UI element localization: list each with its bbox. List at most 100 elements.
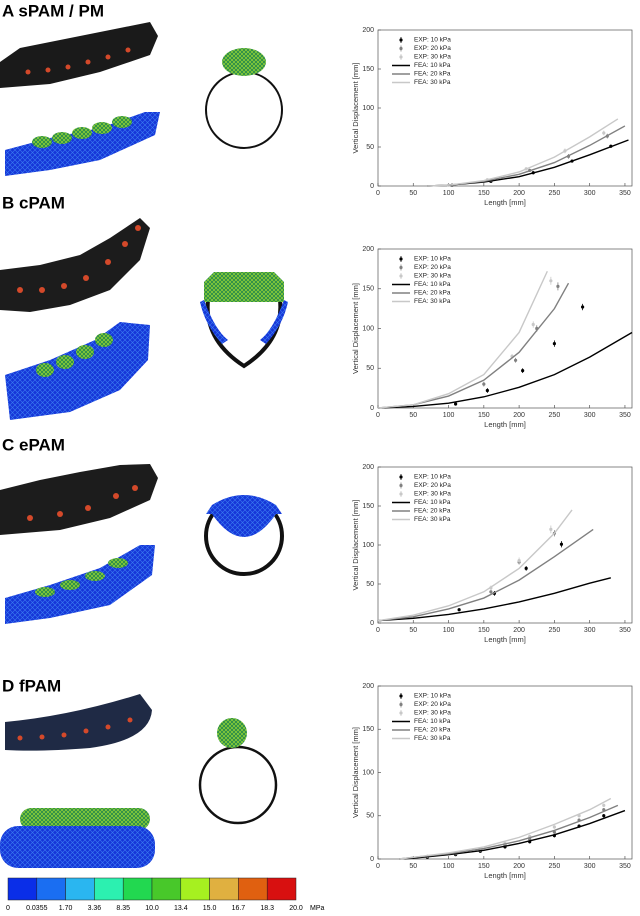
data-point	[552, 340, 556, 347]
panel-title: A sPAM / PM	[2, 1, 104, 20]
legend-label: FEA: 10 kPa	[414, 718, 451, 725]
color-box	[36, 877, 66, 901]
data-point	[531, 321, 535, 328]
colorbar-label: 20.0	[289, 905, 303, 912]
colorbar-label: 18.3	[260, 905, 274, 912]
legend-label: EXP: 10 kPa	[414, 474, 451, 481]
data-point	[454, 402, 458, 406]
colorbar-unit: MPa	[310, 905, 325, 912]
x-tick-label: 100	[443, 412, 455, 419]
colorbar-label: 1.70	[59, 905, 73, 912]
x-tick-label: 350	[619, 412, 631, 419]
x-tick-label: 150	[478, 863, 490, 870]
legend-label: FEA: 30 kPa	[414, 735, 451, 742]
illustration	[0, 694, 278, 868]
data-point	[521, 368, 525, 374]
x-tick-label: 200	[513, 190, 525, 197]
legend-symbol	[399, 46, 403, 51]
x-tick-label: 50	[409, 863, 417, 870]
legend-symbol	[399, 257, 403, 261]
y-tick-label: 0	[370, 405, 374, 412]
data-point	[524, 566, 528, 571]
legend-label: EXP: 30 kPa	[414, 710, 451, 717]
illustration	[0, 22, 283, 176]
y-axis-label: Vertical Displacement [mm]	[351, 283, 360, 374]
x-tick-label: 100	[443, 190, 455, 197]
marker	[524, 566, 528, 571]
marker	[549, 279, 553, 283]
colorbar-label: 0.0355	[26, 905, 48, 912]
x-tick-label: 300	[584, 863, 596, 870]
legend-label: EXP: 30 kPa	[414, 54, 451, 61]
x-tick-label: 100	[443, 627, 455, 634]
fea-line	[427, 139, 629, 187]
legend-label: FEA: 20 kPa	[414, 508, 451, 515]
y-tick-label: 100	[362, 542, 374, 549]
x-axis-label: Length [mm]	[484, 871, 526, 880]
color-box	[238, 877, 268, 901]
panel-title: B cPAM	[2, 193, 65, 212]
x-tick-label: 250	[549, 190, 561, 197]
data-point	[559, 541, 564, 548]
marker	[602, 803, 606, 807]
y-tick-label: 100	[362, 105, 374, 112]
data-point	[602, 803, 606, 808]
fea-line	[377, 577, 612, 622]
data-point	[581, 303, 585, 311]
color-box	[65, 877, 95, 901]
x-tick-label: 350	[619, 627, 631, 634]
marker	[552, 825, 556, 829]
legend-symbol	[399, 475, 403, 479]
marker	[454, 402, 458, 406]
legend-symbol	[399, 492, 403, 496]
legend-label: FEA: 10 kPa	[414, 62, 451, 69]
data-point	[549, 276, 553, 285]
y-tick-label: 100	[362, 325, 374, 332]
x-tick-label: 250	[549, 863, 561, 870]
marker	[556, 284, 560, 288]
fea-line	[377, 509, 573, 622]
color-box	[94, 877, 124, 901]
y-tick-label: 150	[362, 66, 374, 73]
marker	[489, 590, 493, 594]
legend-label: FEA: 20 kPa	[414, 71, 451, 78]
legend-symbol	[399, 55, 403, 59]
y-tick-label: 200	[362, 27, 374, 34]
legend-label: FEA: 10 kPa	[414, 499, 451, 506]
fea-line	[377, 270, 548, 409]
marker	[521, 369, 525, 373]
x-tick-label: 250	[549, 412, 561, 419]
legend-label: EXP: 20 kPa	[414, 482, 451, 489]
x-tick-label: 200	[513, 627, 525, 634]
data-point	[482, 381, 486, 387]
legend-label: EXP: 30 kPa	[414, 491, 451, 498]
legend-label: EXP: 20 kPa	[414, 264, 451, 271]
marker	[559, 542, 564, 546]
legend-label: FEA: 30 kPa	[414, 516, 451, 523]
legend-symbol	[399, 483, 403, 488]
legend-label: FEA: 30 kPa	[414, 79, 451, 86]
x-axis-label: Length [mm]	[484, 635, 526, 644]
x-tick-label: 300	[584, 190, 596, 197]
x-tick-label: 250	[549, 627, 561, 634]
x-tick-label: 50	[409, 412, 417, 419]
legend-symbol	[399, 274, 403, 278]
panel-title: C ePAM	[2, 435, 65, 454]
legend-symbol	[399, 38, 403, 42]
legend-label: EXP: 10 kPa	[414, 37, 451, 44]
y-tick-label: 0	[370, 856, 374, 863]
illustration	[0, 464, 284, 624]
colorbar-label: 3.36	[88, 905, 102, 912]
fea-line	[377, 331, 633, 409]
marker	[552, 342, 556, 346]
colorbar-label: 13.4	[174, 905, 188, 912]
x-tick-label: 150	[478, 190, 490, 197]
legend-label: EXP: 10 kPa	[414, 256, 451, 263]
y-tick-label: 0	[370, 620, 374, 627]
y-tick-label: 50	[366, 813, 374, 820]
legend-symbol	[399, 711, 403, 715]
legend-symbol	[399, 694, 403, 698]
color-box	[180, 877, 210, 901]
fea-line	[377, 528, 594, 622]
x-tick-label: 100	[443, 863, 455, 870]
